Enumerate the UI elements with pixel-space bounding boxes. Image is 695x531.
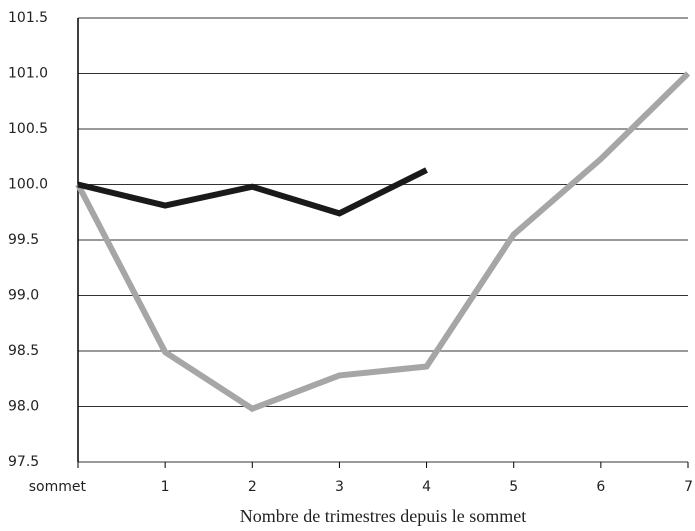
y-tick-label: 101.0 bbox=[8, 66, 48, 82]
x-axis-title: Nombre de trimestres depuis le sommet bbox=[240, 506, 526, 526]
y-tick-label: 98.5 bbox=[8, 343, 39, 359]
x-tick-label: 7 bbox=[684, 479, 693, 495]
y-tick-label: 97.5 bbox=[8, 454, 39, 470]
y-tick-label: 100.5 bbox=[8, 121, 48, 137]
x-tick-label: 6 bbox=[596, 479, 605, 495]
y-tick-label: 99.5 bbox=[8, 232, 39, 248]
x-tick-label: sommet bbox=[29, 479, 87, 495]
x-tick-label: 1 bbox=[161, 479, 170, 495]
series-line bbox=[77, 167, 428, 217]
y-tick-label: 99.0 bbox=[8, 288, 39, 304]
y-tick-label: 100.0 bbox=[8, 177, 48, 193]
series-line bbox=[75, 71, 691, 413]
y-tick-label: 101.5 bbox=[8, 10, 48, 26]
x-tick-label: 2 bbox=[248, 479, 257, 495]
x-tick-label: 5 bbox=[509, 479, 518, 495]
y-tick-label: 98.0 bbox=[8, 399, 39, 415]
x-tick-label: 4 bbox=[422, 479, 431, 495]
x-tick-label: 3 bbox=[335, 479, 344, 495]
